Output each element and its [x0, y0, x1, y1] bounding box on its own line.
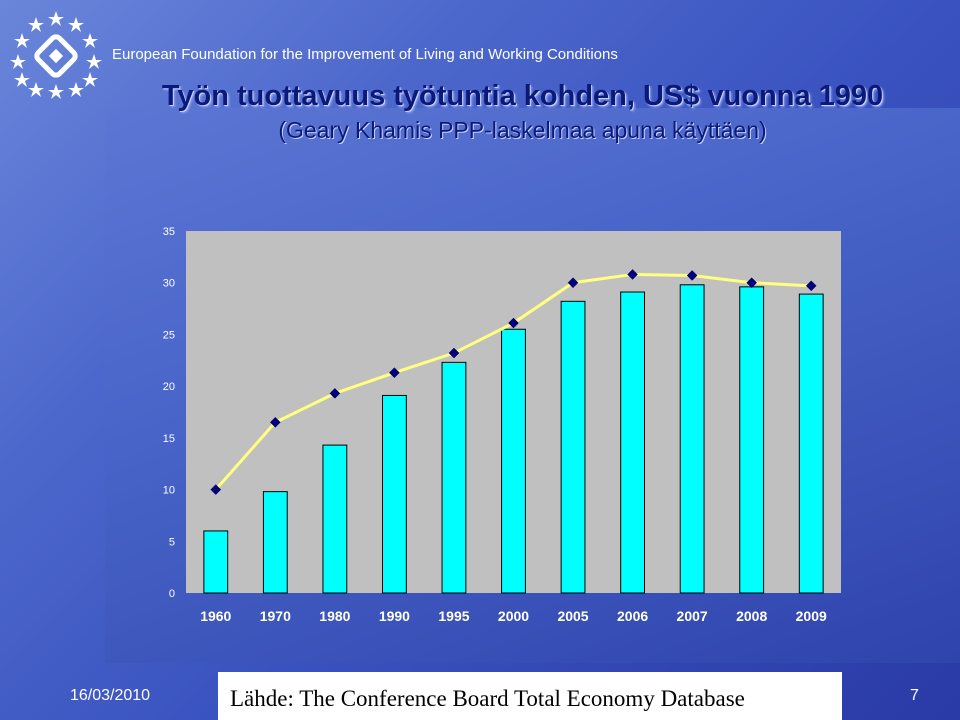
bar-1970	[262, 491, 288, 594]
bar-1995	[441, 361, 467, 594]
x-tick-label: 2007	[677, 608, 708, 624]
x-tick-label: 1960	[200, 608, 231, 624]
marker-2005	[567, 277, 579, 289]
x-tick-label: 1990	[379, 608, 410, 624]
y-tick-label: 20	[163, 381, 175, 393]
y-tick-label: 30	[163, 278, 175, 290]
bar-2008	[739, 286, 765, 594]
footer-date: 16/03/2010	[70, 687, 151, 704]
eurofound-logo	[10, 11, 102, 99]
source-box: Lähde: The Conference Board Total Econom…	[218, 672, 842, 720]
y-tick-label: 5	[169, 536, 175, 548]
x-tick-label: 2005	[557, 608, 588, 624]
bar-2007	[679, 284, 705, 594]
y-tick-label: 25	[163, 329, 175, 341]
source-text: Lähde: The Conference Board Total Econom…	[230, 686, 745, 711]
marker-2009	[805, 280, 817, 292]
marker-2008	[746, 277, 758, 289]
x-tick-label: 2008	[736, 608, 767, 624]
marker-1995	[448, 347, 460, 359]
y-tick-label: 10	[163, 485, 175, 497]
marker-1970	[269, 416, 281, 428]
slide-subtitle: (Geary Khamis PPP-laskelmaa apuna käyttä…	[278, 117, 767, 143]
marker-2006	[627, 269, 638, 280]
marker-1980	[329, 388, 341, 399]
marker-2007	[686, 270, 698, 281]
y-tick-label: 15	[163, 433, 175, 445]
bar-2005	[560, 300, 586, 594]
page-number: 7	[910, 687, 919, 704]
x-tick-label: 1980	[319, 608, 350, 624]
bar-1960	[203, 530, 229, 594]
marker-2000	[508, 317, 519, 329]
x-tick-label: 2000	[498, 608, 529, 624]
bar-2009	[798, 293, 824, 594]
x-tick-label: 1970	[260, 608, 291, 624]
productivity-chart: 0 5 10 15 20 25 30 35 1960 1970 1980 1990 1995 2000 2…	[163, 226, 841, 624]
bar-2006	[620, 291, 646, 594]
y-tick-label: 0	[169, 588, 175, 600]
x-tick-label: 1995	[438, 608, 469, 624]
slide-title: Työn tuottavuus työtuntia kohden, US$ vu…	[161, 80, 884, 112]
marker-1990	[389, 367, 400, 379]
bar-1990	[382, 394, 407, 594]
organization-name: European Foundation for the Improvement …	[112, 46, 618, 63]
bar-2000	[501, 328, 526, 594]
bar-1980	[322, 444, 348, 594]
x-tick-label: 2006	[617, 608, 648, 624]
y-tick-label: 35	[163, 226, 175, 238]
x-tick-label: 2009	[796, 608, 827, 624]
marker-1960	[210, 484, 222, 495]
